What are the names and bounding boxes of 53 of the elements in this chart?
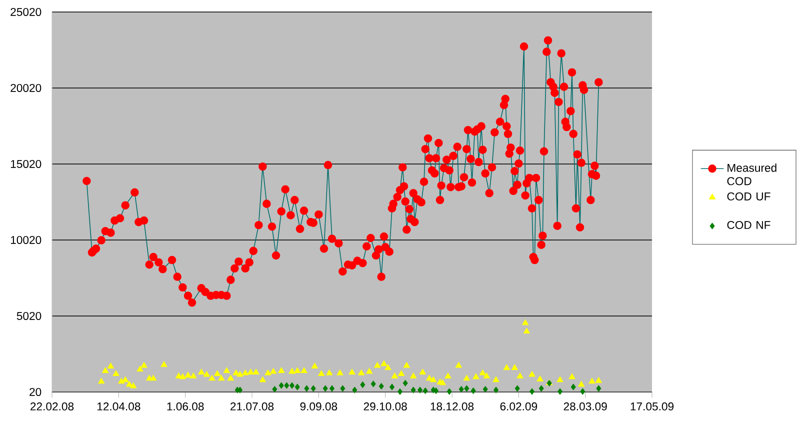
x-tick-label: 12.04.08 — [97, 402, 140, 410]
point — [330, 385, 334, 392]
point — [570, 384, 576, 390]
legend-label: Measured COD — [727, 164, 776, 186]
point — [446, 388, 452, 395]
y-tick-label: 20020 — [10, 84, 42, 92]
y-tick-label: 5020 — [16, 312, 42, 320]
point — [322, 385, 328, 392]
x-tick-label: 29.10.08 — [364, 402, 407, 410]
y-tick-label: 15020 — [10, 160, 42, 168]
x-tick-label: 18.12.08 — [430, 402, 474, 410]
point — [398, 388, 402, 395]
point — [558, 388, 562, 395]
point — [378, 383, 384, 390]
x-tick-label: 9.09.08 — [300, 402, 338, 410]
point — [360, 381, 366, 388]
point — [370, 380, 376, 388]
point — [284, 382, 290, 389]
point — [464, 385, 470, 392]
legend-label: COD NF — [727, 221, 770, 230]
point — [458, 386, 464, 392]
point — [238, 386, 242, 394]
point — [290, 382, 294, 389]
point — [514, 385, 520, 392]
point — [538, 385, 544, 392]
point — [278, 382, 284, 389]
point — [352, 386, 358, 394]
point — [422, 388, 428, 394]
point — [418, 386, 422, 394]
x-tick-label: 1.06.08 — [167, 402, 204, 410]
legend-label: COD UF — [727, 192, 770, 200]
y-tick-label: 25020 — [10, 8, 42, 16]
point — [482, 386, 488, 392]
point — [530, 388, 534, 395]
point — [310, 385, 316, 392]
point — [304, 385, 310, 392]
point — [494, 386, 498, 394]
point — [294, 384, 300, 390]
x-tick-label: 6.02.09 — [500, 402, 538, 410]
point — [272, 386, 278, 392]
y-tick-label: 10020 — [10, 236, 42, 244]
point — [580, 388, 586, 395]
y-tick-label: 20 — [30, 388, 42, 396]
point — [470, 388, 476, 394]
point — [596, 385, 602, 392]
point — [340, 385, 346, 392]
x-tick-label: 21.07.08 — [230, 402, 274, 410]
point — [402, 380, 408, 386]
point — [410, 386, 416, 394]
x-tick-label: 17.05.09 — [630, 402, 674, 410]
point — [390, 384, 394, 390]
x-tick-label: 28.03.09 — [564, 402, 607, 410]
x-tick-label: 22.02.08 — [30, 402, 74, 410]
